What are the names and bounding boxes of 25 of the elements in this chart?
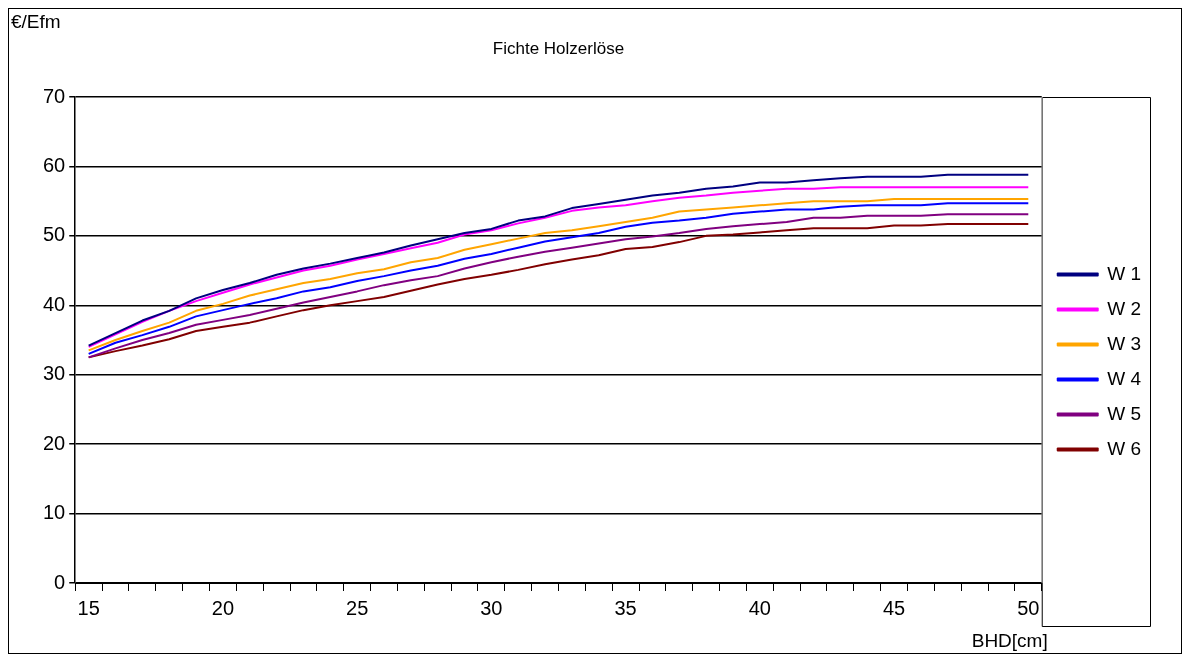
- y-tick-label: 30: [43, 362, 66, 385]
- x-tick-label: 20: [211, 596, 235, 619]
- y-tick-label: 20: [43, 431, 66, 454]
- legend-label: W 5: [1107, 402, 1141, 424]
- x-tick-label: 15: [77, 596, 100, 619]
- y-tick-label: 70: [43, 84, 66, 107]
- y-tick-label: 0: [54, 570, 66, 593]
- x-tick-label: 30: [480, 596, 503, 619]
- x-axis-title: BHD[cm]: [971, 629, 1048, 651]
- y-tick-label: 40: [43, 292, 66, 315]
- x-tick-label: 35: [614, 596, 637, 619]
- x-tick-label: 45: [882, 596, 906, 619]
- x-tick-label: 25: [346, 596, 369, 619]
- y-tick-label: 50: [43, 223, 66, 246]
- legend-label: W 4: [1107, 367, 1142, 389]
- legend-label: W 6: [1107, 437, 1141, 459]
- legend-label: W 3: [1107, 332, 1141, 354]
- y-axis-title: €/Efm: [11, 10, 61, 32]
- y-tick-label: 10: [43, 501, 66, 524]
- legend-label: W 2: [1107, 297, 1141, 319]
- x-tick-label: 50: [1017, 596, 1040, 619]
- y-tick-label: 60: [43, 153, 66, 176]
- x-tick-label: 40: [748, 596, 771, 619]
- legend-label: W 1: [1107, 262, 1141, 284]
- chart-title: Fichte Holzerlöse: [492, 38, 625, 58]
